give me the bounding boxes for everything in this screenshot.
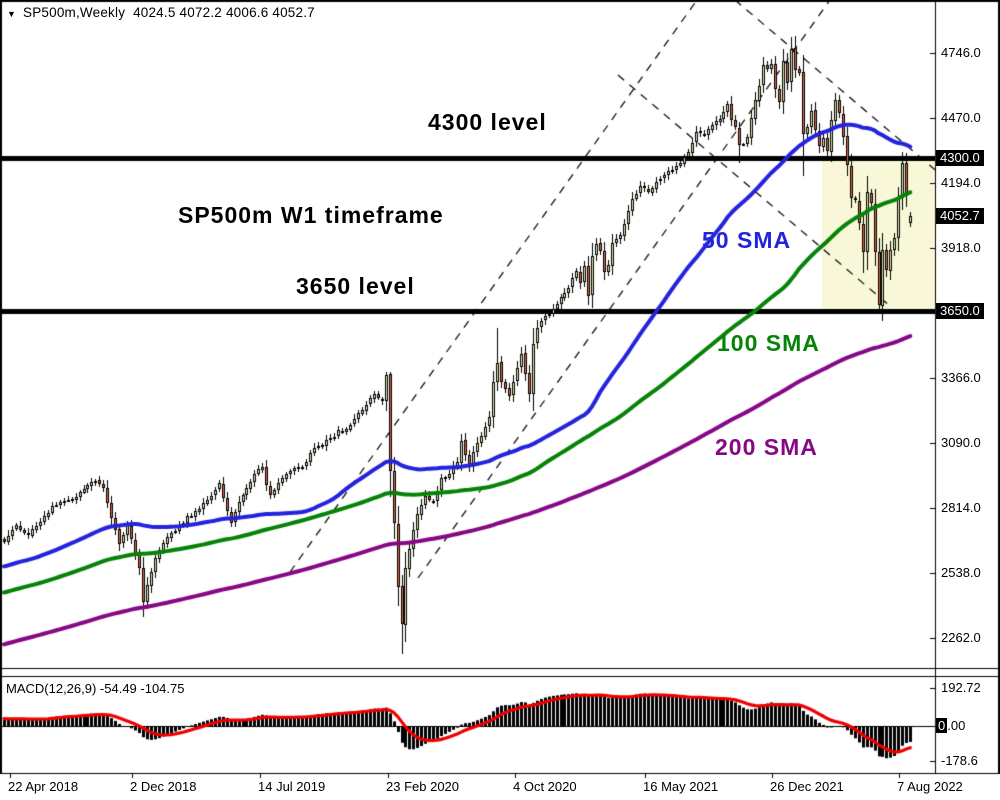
panel-divider[interactable] xyxy=(0,668,1000,676)
